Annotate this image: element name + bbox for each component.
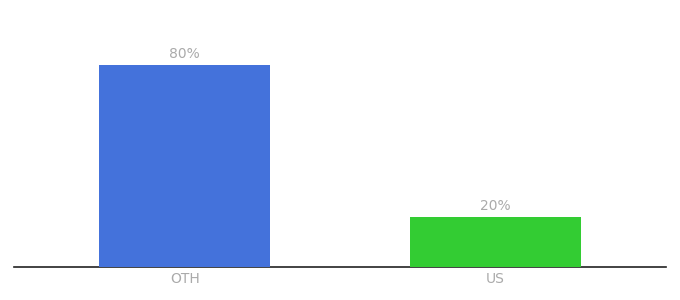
Bar xyxy=(99,64,270,267)
Text: 20%: 20% xyxy=(480,199,511,213)
Text: 80%: 80% xyxy=(169,47,200,61)
Bar xyxy=(410,217,581,267)
